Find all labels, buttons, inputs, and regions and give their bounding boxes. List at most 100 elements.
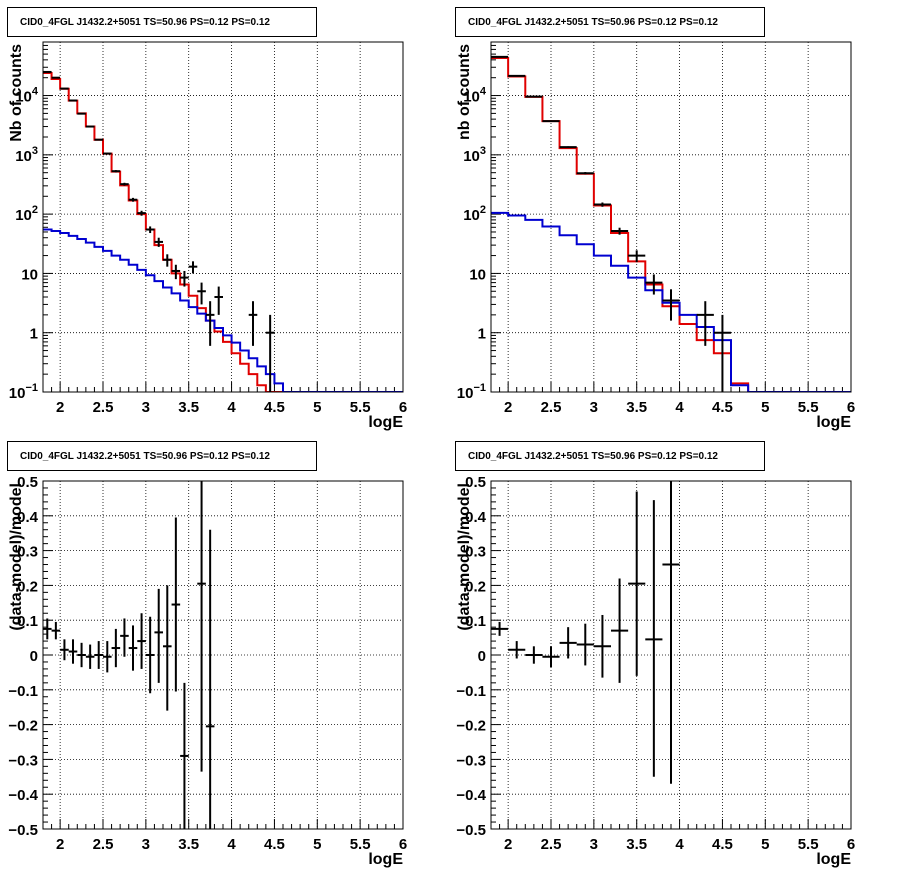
x-tick-label: 6 [847, 836, 855, 853]
data-point [248, 301, 258, 346]
x-tick-label: 4 [227, 399, 236, 416]
data-point [205, 301, 215, 346]
data-point [628, 491, 646, 676]
x-tick-label: 3.5 [178, 836, 199, 853]
data-point [188, 261, 198, 274]
data-point [593, 202, 611, 207]
x-tick-label: 2.5 [541, 399, 562, 416]
y-tick-label: 10−1 [457, 382, 486, 402]
title-box-residuals-right: CID0_4FGL J1432.2+5051 TS=50.96 PS=0.12 … [455, 441, 765, 471]
y-tick-label: 103 [463, 145, 486, 165]
data-point [43, 618, 52, 640]
histogram-series-background-model [491, 211, 851, 392]
y-tick-label: 10−1 [9, 382, 38, 402]
histogram-series-total-model [491, 56, 851, 392]
x-tick-label: 4.5 [712, 836, 733, 853]
data-point [120, 618, 129, 657]
x-tick-label: 6 [399, 836, 407, 853]
x-tick-label: 2 [56, 399, 64, 416]
x-tick-label: 3.5 [626, 836, 647, 853]
x-tick-label: 6 [847, 399, 855, 416]
data-point [645, 274, 663, 295]
data-point [713, 314, 731, 392]
y-tick-label: 104 [15, 86, 39, 106]
y-tick-label: 0.4 [465, 509, 487, 526]
x-tick-label: 5 [761, 399, 769, 416]
data-point [51, 76, 61, 79]
y-axis-label: (data-model)/model [8, 483, 25, 631]
y-tick-label: 0.1 [17, 613, 38, 630]
data-point [137, 210, 146, 216]
data-point [611, 578, 629, 683]
data-point [542, 646, 560, 668]
data-point [145, 616, 155, 694]
y-tick-label: 0.2 [465, 578, 486, 595]
x-tick-label: 3 [142, 836, 150, 853]
x-tick-label: 3 [142, 399, 150, 416]
plot-panel-4: 2 2.5 3 3.5 4 4.5 5 5.5 6 −0.5 −0.4 −0.3 −0.2 −0.1 0 0.… [456, 474, 855, 868]
plot-panel-2: 2 2.5 3 3.5 4 4.5 5 5.5 6 10−1 1 10 102 103 104 logE nb … [456, 41, 855, 431]
data-point [77, 642, 86, 668]
x-tick-label: 2.5 [93, 836, 114, 853]
x-axis-label: logE [368, 414, 403, 431]
data-point [120, 182, 129, 186]
data-point [171, 517, 181, 692]
x-tick-label: 2 [56, 836, 64, 853]
data-point [576, 623, 594, 666]
title-box-counts-left: CID0_4FGL J1432.2+5051 TS=50.96 PS=0.12 … [7, 7, 317, 37]
plot-panel-3: 2 2.5 3 3.5 4 4.5 5 5.5 6 −0.5 −0.4 −0.3 −0.2 −0.1 0 0.… [8, 474, 407, 868]
data-point [94, 138, 103, 141]
x-tick-label: 2.5 [541, 836, 562, 853]
x-tick-label: 3 [590, 399, 598, 416]
data-point [111, 628, 121, 668]
data-point [525, 646, 543, 664]
data-point [180, 270, 189, 287]
plot-frame [490, 41, 852, 393]
data-point [85, 644, 95, 669]
y-axis-label: nb of counts [456, 44, 473, 140]
y-tick-label: 0 [30, 648, 38, 665]
data-point [51, 621, 61, 640]
y-tick-label: 104 [463, 86, 487, 106]
x-tick-label: 2.5 [93, 399, 114, 416]
x-tick-label: 3.5 [178, 399, 199, 416]
data-point [205, 529, 215, 829]
data-point [68, 99, 78, 102]
data-point [197, 282, 206, 305]
y-tick-label: 0.5 [465, 474, 486, 491]
y-tick-label: 0.1 [465, 613, 486, 630]
histogram-series-total-model [43, 72, 403, 392]
x-tick-label: 5.5 [350, 836, 371, 853]
x-tick-label: 4.5 [712, 399, 733, 416]
title-box-counts-right: CID0_4FGL J1432.2+5051 TS=50.96 PS=0.12 … [455, 7, 765, 37]
y-tick-label: −0.3 [8, 752, 38, 769]
data-point [137, 613, 146, 669]
data-point [103, 641, 112, 673]
x-tick-label: 4 [227, 836, 236, 853]
data-point [171, 264, 181, 280]
y-tick-label: −0.1 [456, 683, 486, 700]
x-tick-label: 3.5 [626, 399, 647, 416]
x-tick-label: 4.5 [264, 836, 285, 853]
data-point [508, 641, 526, 659]
histogram-series-background-model [43, 228, 403, 392]
data-point [214, 286, 223, 315]
data-point [265, 314, 275, 392]
y-tick-label: −0.1 [8, 683, 38, 700]
x-tick-label: 5.5 [350, 399, 371, 416]
x-tick-label: 5.5 [798, 836, 819, 853]
y-tick-label: 0.3 [465, 544, 486, 561]
plot-frame [42, 480, 404, 830]
x-tick-label: 6 [399, 399, 407, 416]
data-point [128, 197, 138, 202]
x-tick-label: 3 [590, 836, 598, 853]
data-point [163, 254, 172, 267]
y-tick-label: 1 [478, 326, 486, 343]
plot-frame [490, 480, 852, 830]
data-point [628, 250, 646, 263]
data-point [94, 641, 103, 669]
data-point [103, 152, 112, 155]
y-tick-label: 0.2 [17, 578, 38, 595]
y-tick-label: 0.4 [17, 509, 39, 526]
